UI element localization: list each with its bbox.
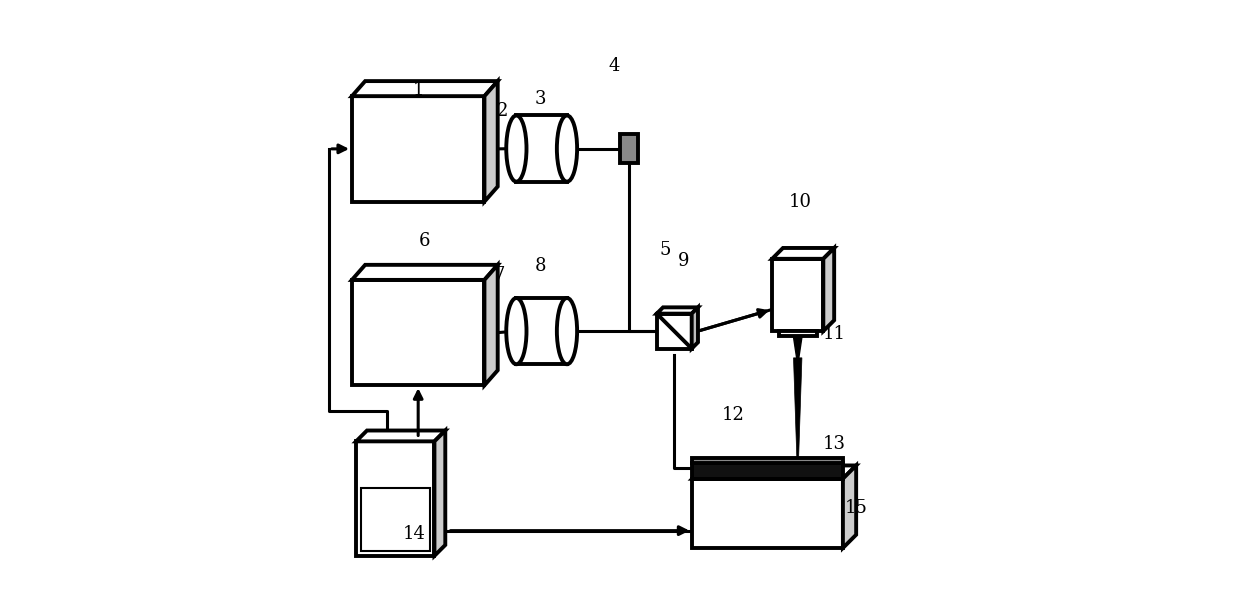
- Polygon shape: [823, 248, 835, 331]
- Bar: [516, 298, 567, 364]
- Polygon shape: [485, 265, 497, 385]
- Text: 5: 5: [660, 241, 671, 259]
- Text: 11: 11: [822, 325, 846, 343]
- Text: 13: 13: [822, 435, 846, 453]
- Polygon shape: [773, 248, 835, 259]
- Ellipse shape: [506, 298, 527, 364]
- Text: 4: 4: [609, 57, 620, 75]
- Text: 14: 14: [403, 525, 425, 543]
- Polygon shape: [843, 466, 856, 548]
- Polygon shape: [794, 358, 802, 458]
- Bar: [692, 478, 843, 548]
- Ellipse shape: [557, 298, 577, 364]
- Ellipse shape: [557, 116, 577, 182]
- Text: 9: 9: [677, 252, 689, 269]
- Polygon shape: [692, 466, 856, 478]
- Polygon shape: [620, 134, 639, 163]
- Bar: [352, 96, 485, 202]
- Polygon shape: [692, 308, 698, 348]
- Polygon shape: [434, 430, 445, 556]
- Text: 8: 8: [534, 257, 547, 275]
- Polygon shape: [657, 308, 698, 314]
- Bar: [773, 259, 823, 331]
- Polygon shape: [352, 265, 497, 280]
- Bar: [356, 441, 434, 556]
- Text: 3: 3: [534, 90, 547, 108]
- Text: 1: 1: [413, 81, 424, 99]
- Text: 2: 2: [497, 102, 508, 120]
- Text: 6: 6: [418, 232, 430, 250]
- Polygon shape: [794, 336, 802, 358]
- Text: 10: 10: [789, 193, 812, 210]
- Bar: [516, 116, 567, 182]
- Text: 12: 12: [722, 407, 745, 424]
- Polygon shape: [356, 430, 445, 441]
- Polygon shape: [352, 81, 497, 96]
- Bar: [779, 331, 817, 336]
- Text: 7: 7: [494, 266, 505, 284]
- Bar: [657, 314, 692, 348]
- Bar: [692, 458, 843, 463]
- Text: 15: 15: [844, 499, 868, 517]
- Ellipse shape: [506, 116, 527, 182]
- Bar: [361, 488, 429, 551]
- Bar: [352, 280, 485, 385]
- Bar: [692, 463, 843, 478]
- Polygon shape: [485, 81, 497, 202]
